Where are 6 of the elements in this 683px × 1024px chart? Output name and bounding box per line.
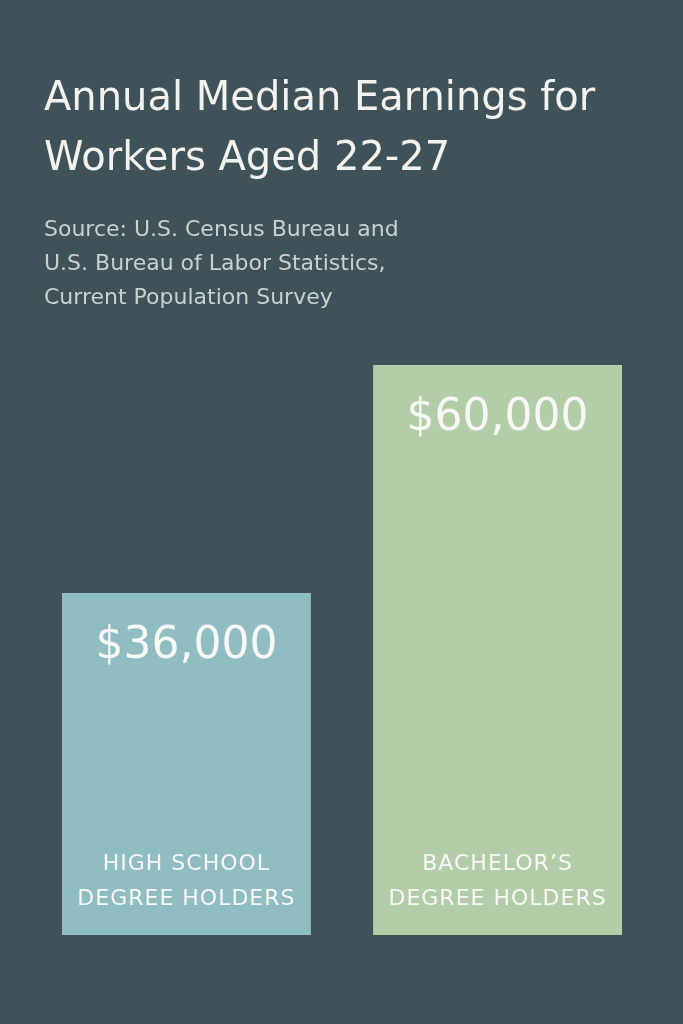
x-tick-label: HIGH SCHOOL DEGREE HOLDERS	[77, 850, 296, 910]
data-label: $60,000	[406, 389, 589, 440]
source-note: Source: U.S. Census Bureau and U.S. Bureau of Labor Statistics, Current Population Survey	[44, 216, 399, 309]
data-label: $36,000	[95, 617, 278, 668]
chart-title: Annual Median Earnings for Workers Aged 22-27	[44, 73, 596, 179]
x-tick-label: BACHELOR’S DEGREE HOLDERS	[388, 850, 607, 910]
